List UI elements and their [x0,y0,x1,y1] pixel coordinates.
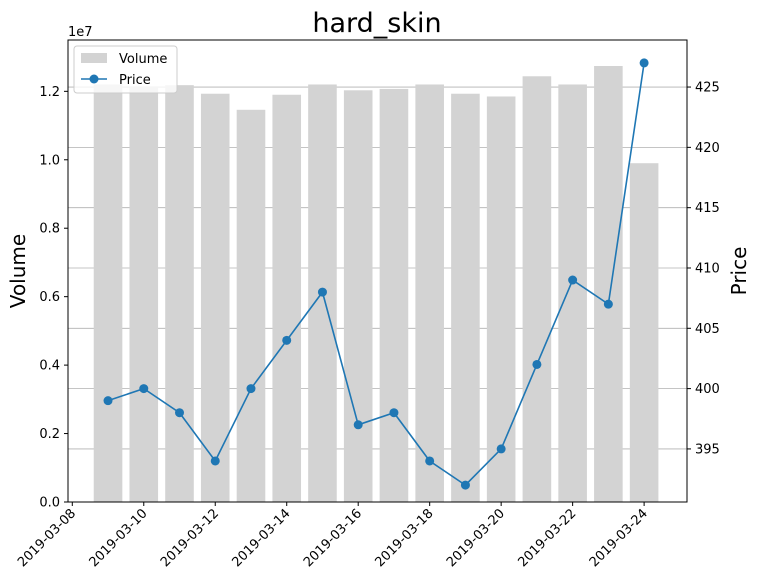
volume-bar [236,109,266,503]
x-tick-label: 2019-03-22 [515,506,579,570]
volume-bar [165,85,194,502]
x-tick-label: 2019-03-12 [158,506,222,570]
volume-bars [93,66,659,503]
legend-price-label: Price [119,73,151,88]
y-left-tick-label: 0.8 [39,222,60,237]
volume-bar [522,76,552,502]
price-line [103,58,649,490]
y-right-tick-label: 425 [695,81,720,96]
y-left-axis-title: Volume [6,234,30,308]
volume-bar [486,96,516,502]
volume-bar [93,84,123,502]
y-right-tick-label: 405 [695,322,720,337]
volume-bar [129,87,159,503]
x-tick-label: 2019-03-20 [444,506,508,570]
price-point [568,275,578,285]
y-axis-right: 395 400 405 410 415 420 425 [687,81,720,457]
volume-bar [200,93,230,503]
x-tick-label: 2019-03-14 [230,506,294,570]
price-point [425,456,435,466]
volume-bar [272,94,302,502]
volume-bar [451,93,480,503]
y-left-tick-label: 0.2 [39,427,60,442]
price-point [210,456,220,466]
x-axis: 2019-03-08 2019-03-10 2019-03-12 2019-03-14… [15,502,651,570]
price-point [389,408,399,418]
x-tick-label: 2019-03-16 [301,506,365,570]
x-tick-label: 2019-03-10 [87,506,151,570]
y-right-tick-label: 400 [695,382,720,397]
volume-bar [343,90,373,502]
y-left-tick-label: 1.2 [39,85,60,100]
legend-volume-swatch [81,53,107,63]
chart-title: hard_skin [312,8,441,39]
y-right-tick-label: 410 [695,261,720,276]
y-right-tick-label: 395 [695,442,720,457]
y-axis-left: 0.0 0.2 0.4 0.6 0.8 1.0 1.2 [39,85,68,511]
volume-bar [379,88,409,502]
x-tick-label: 2019-03-18 [372,506,436,570]
price-point [603,299,613,309]
legend-volume-label: Volume [119,52,167,67]
plot-frame [67,39,688,503]
y-right-tick-label: 420 [695,141,720,156]
price-point [353,420,363,430]
y-left-tick-label: 1.0 [39,153,60,168]
price-point [246,384,256,394]
price-point [460,480,470,490]
volume-bar [629,163,659,502]
volume-bar [558,84,587,502]
price-point [639,58,649,68]
price-line-path [107,62,645,487]
price-point [496,444,506,454]
x-tick-label: 2019-03-24 [587,506,651,570]
legend: Volume Price [73,45,178,94]
price-point [282,335,292,345]
y-left-tick-label: 0.6 [39,290,60,305]
volume-bar [415,84,444,502]
x-tick-label: 2019-03-08 [15,506,79,570]
price-point [532,359,542,369]
price-point [317,287,327,297]
price-point [139,384,149,394]
y-left-offset-text: 1e7 [68,25,93,40]
y-right-axis-title: Price [727,247,751,296]
volume-bar [594,66,623,503]
price-point [103,396,113,406]
y-left-tick-label: 0.0 [39,496,60,511]
price-point [175,408,185,418]
legend-price-swatch-marker [89,74,99,84]
y-right-tick-label: 415 [695,201,720,216]
y-left-tick-label: 0.4 [39,359,60,374]
